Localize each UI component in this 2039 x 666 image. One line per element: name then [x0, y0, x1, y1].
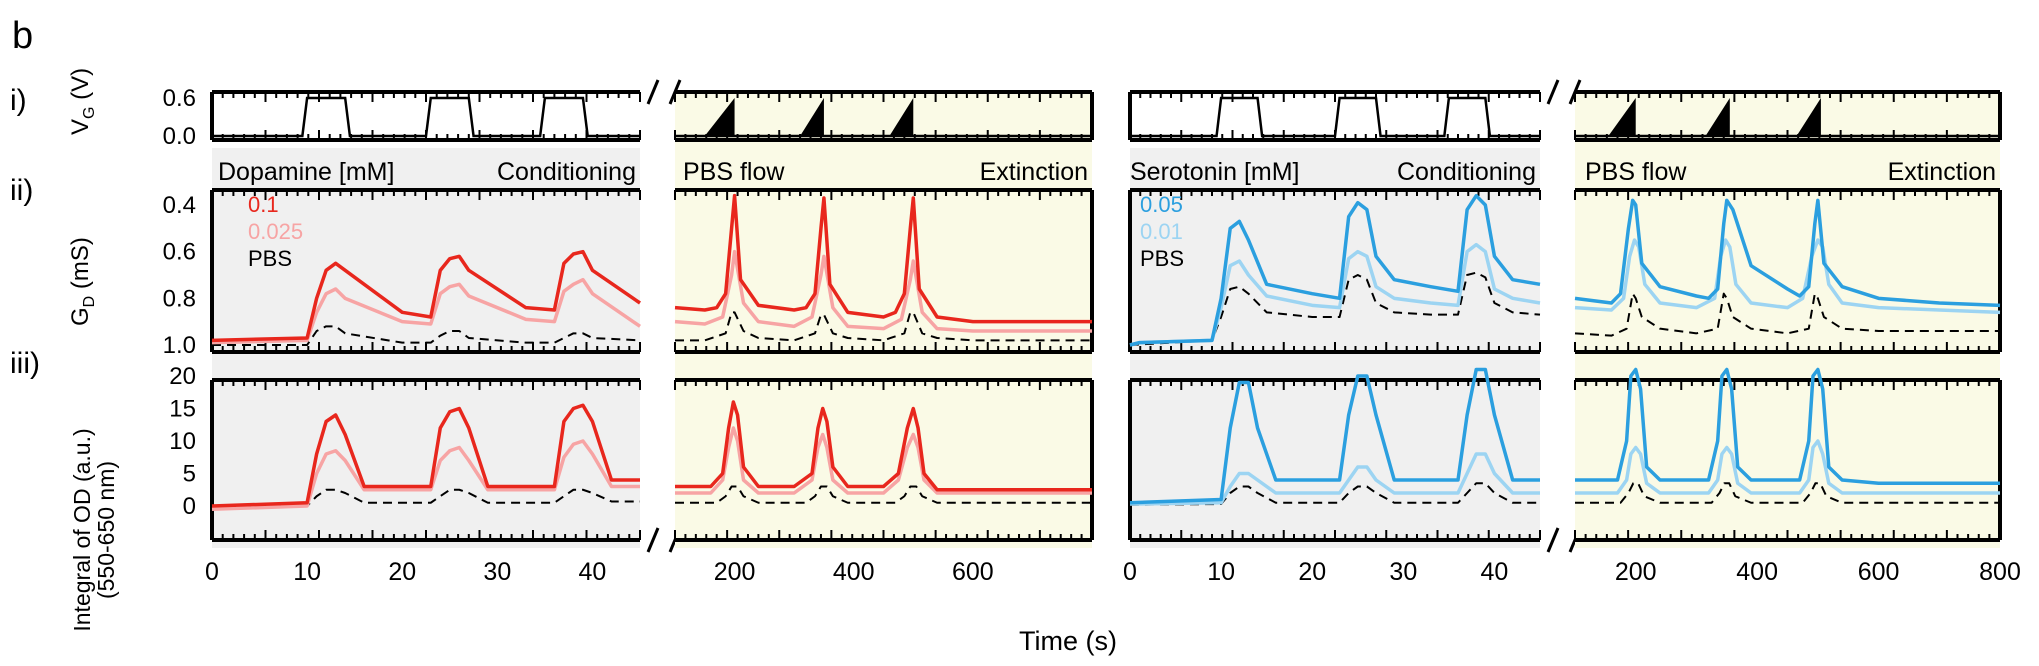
- serotonin-extinction-gd-series: [1574, 238, 2001, 315]
- gd-axis-label: GD (mS): [67, 237, 98, 326]
- vg-tick-label: 0.6: [163, 85, 196, 112]
- od-tick-label: 15: [169, 396, 196, 423]
- x-tick-label: 400: [833, 558, 875, 586]
- legend-entry: 0.025: [248, 219, 303, 244]
- serotonin-conditioning-gd-series: [1129, 193, 1541, 347]
- x-tick-label: 40: [579, 558, 607, 586]
- legend-entry: 0.01: [1140, 219, 1183, 244]
- x-tick-label: 400: [1736, 558, 1778, 586]
- x-tick-label: 600: [1858, 558, 1900, 586]
- serotonin-extinction-vg-ramp: [1796, 98, 1821, 136]
- serotonin-extinction-panel: PBS flow Extinction 200 400 600 800: [1574, 90, 2021, 586]
- serotonin-extinction-od-series: [1575, 482, 2000, 504]
- gd-axis-label-main: G: [67, 307, 94, 326]
- dopamine-extinction-gd-series: [675, 311, 1092, 342]
- serotonin-extinction-vg-ramp: [1608, 98, 1636, 136]
- x-tick-label: 600: [952, 558, 994, 586]
- dopamine-conditioning-gd-series: [212, 325, 641, 346]
- serotonin-conditioning-phase: Conditioning: [1397, 158, 1536, 186]
- serotonin-conditioning-gd-series: [1129, 271, 1541, 346]
- serotonin-conditioning-gd-series: [1129, 242, 1541, 347]
- dopamine-conditioning-gd-series: [211, 277, 641, 345]
- dopamine-conditioning-vg-trace: [212, 96, 640, 138]
- dopamine-extinction-gd-series: [674, 193, 1092, 324]
- gd-tick-label: 0.8: [163, 285, 196, 312]
- dopamine-extinction-vg-ramp: [889, 98, 914, 136]
- serotonin-conditioning-od-series: [1129, 482, 1540, 506]
- dopamine-extinction-od-series: [675, 426, 1092, 495]
- legend-entry: PBS: [1140, 246, 1184, 271]
- vg-axis-label-main: V: [67, 119, 94, 135]
- vg-tick-label: 0.0: [163, 123, 196, 150]
- od-tick-label: 20: [169, 363, 196, 390]
- x-tick-label: 10: [293, 558, 321, 586]
- gd-tick-label: 1.0: [163, 332, 196, 359]
- dopamine-extinction-panel: PBS flow Extinction 200 400 600: [674, 90, 1094, 586]
- legend-entry: 0.1: [248, 192, 279, 217]
- gd-axis-label-unit: (mS): [67, 237, 94, 296]
- legend-entry: PBS: [248, 246, 292, 271]
- x-tick-label: 10: [1207, 558, 1235, 586]
- x-tick-label: 200: [1615, 558, 1657, 586]
- od-tick-label: 0: [183, 493, 196, 520]
- serotonin-conditioning-od-series: [1129, 452, 1540, 506]
- axis-break-mark: [1546, 79, 1560, 105]
- row-label: ii): [10, 174, 33, 207]
- gd-tick-label: 0.6: [163, 239, 196, 266]
- vg-axis-label: VG (V): [67, 68, 98, 135]
- dopamine-conditioning-od-series: [211, 403, 640, 508]
- dopamine-extinction-vg-ramp: [800, 98, 824, 136]
- x-tick-label: 30: [483, 558, 511, 586]
- row-label: i): [10, 84, 27, 117]
- serotonin-conditioning-vg-trace: [1130, 96, 1540, 138]
- serotonin-extinction-phase: Extinction: [1888, 158, 1996, 186]
- od-tick-label: 10: [169, 428, 196, 455]
- dopamine-extinction-title: PBS flow: [683, 158, 785, 186]
- od-tick-label: 5: [183, 461, 196, 488]
- od-axis-label-line2: (550-650 nm): [93, 461, 119, 599]
- panel-letter: b: [12, 15, 33, 57]
- dopamine-conditioning-phase: Conditioning: [497, 158, 636, 186]
- serotonin-extinction-vg-ramp: [1705, 98, 1730, 136]
- x-axis-title: Time (s): [1019, 626, 1117, 656]
- x-tick-label: 20: [388, 558, 416, 586]
- axis-break-mark: [1546, 527, 1560, 553]
- dopamine-conditioning-gd-series: [211, 249, 641, 343]
- od-axis-label-line1: Integral of OD (a.u.): [69, 428, 95, 631]
- dopamine-extinction-vg-ramp: [704, 98, 735, 136]
- vg-axis-label-unit: (V): [67, 68, 94, 107]
- dopamine-conditioning-od-series: [211, 439, 640, 511]
- serotonin-extinction-title: PBS flow: [1585, 158, 1687, 186]
- x-tick-label: 20: [1298, 558, 1326, 586]
- axis-break-mark: [646, 79, 660, 105]
- dopamine-extinction-od-series: [675, 400, 1092, 492]
- x-tick-label: 0: [1123, 558, 1137, 586]
- dopamine-conditioning-title: Dopamine [mM]: [218, 158, 394, 186]
- serotonin-extinction-od-series: [1575, 367, 2000, 485]
- serotonin-conditioning-od-series: [1129, 367, 1540, 505]
- serotonin-extinction-gd-series: [1574, 198, 2001, 308]
- gd-tick-label: 0.4: [163, 192, 196, 219]
- axis-break-mark: [646, 527, 660, 553]
- x-tick-label: 40: [1481, 558, 1509, 586]
- x-tick-label: 200: [714, 558, 756, 586]
- dopamine-extinction-phase: Extinction: [980, 158, 1088, 186]
- dopamine-conditioning-od-series: [212, 488, 640, 507]
- vg-axis-label-sub: G: [81, 107, 98, 119]
- serotonin-conditioning-title: Serotonin [mM]: [1130, 158, 1300, 186]
- serotonin-extinction-gd-series: [1574, 292, 2000, 337]
- dopamine-extinction-od-series: [675, 485, 1092, 504]
- x-tick-label: 0: [205, 558, 219, 586]
- x-tick-label: 30: [1389, 558, 1417, 586]
- serotonin-extinction-od-series: [1575, 439, 2000, 495]
- legend-entry: 0.05: [1140, 192, 1183, 217]
- row-label: iii): [10, 347, 40, 380]
- x-tick-label: 800: [1979, 558, 2021, 586]
- gd-axis-label-sub: D: [81, 296, 98, 308]
